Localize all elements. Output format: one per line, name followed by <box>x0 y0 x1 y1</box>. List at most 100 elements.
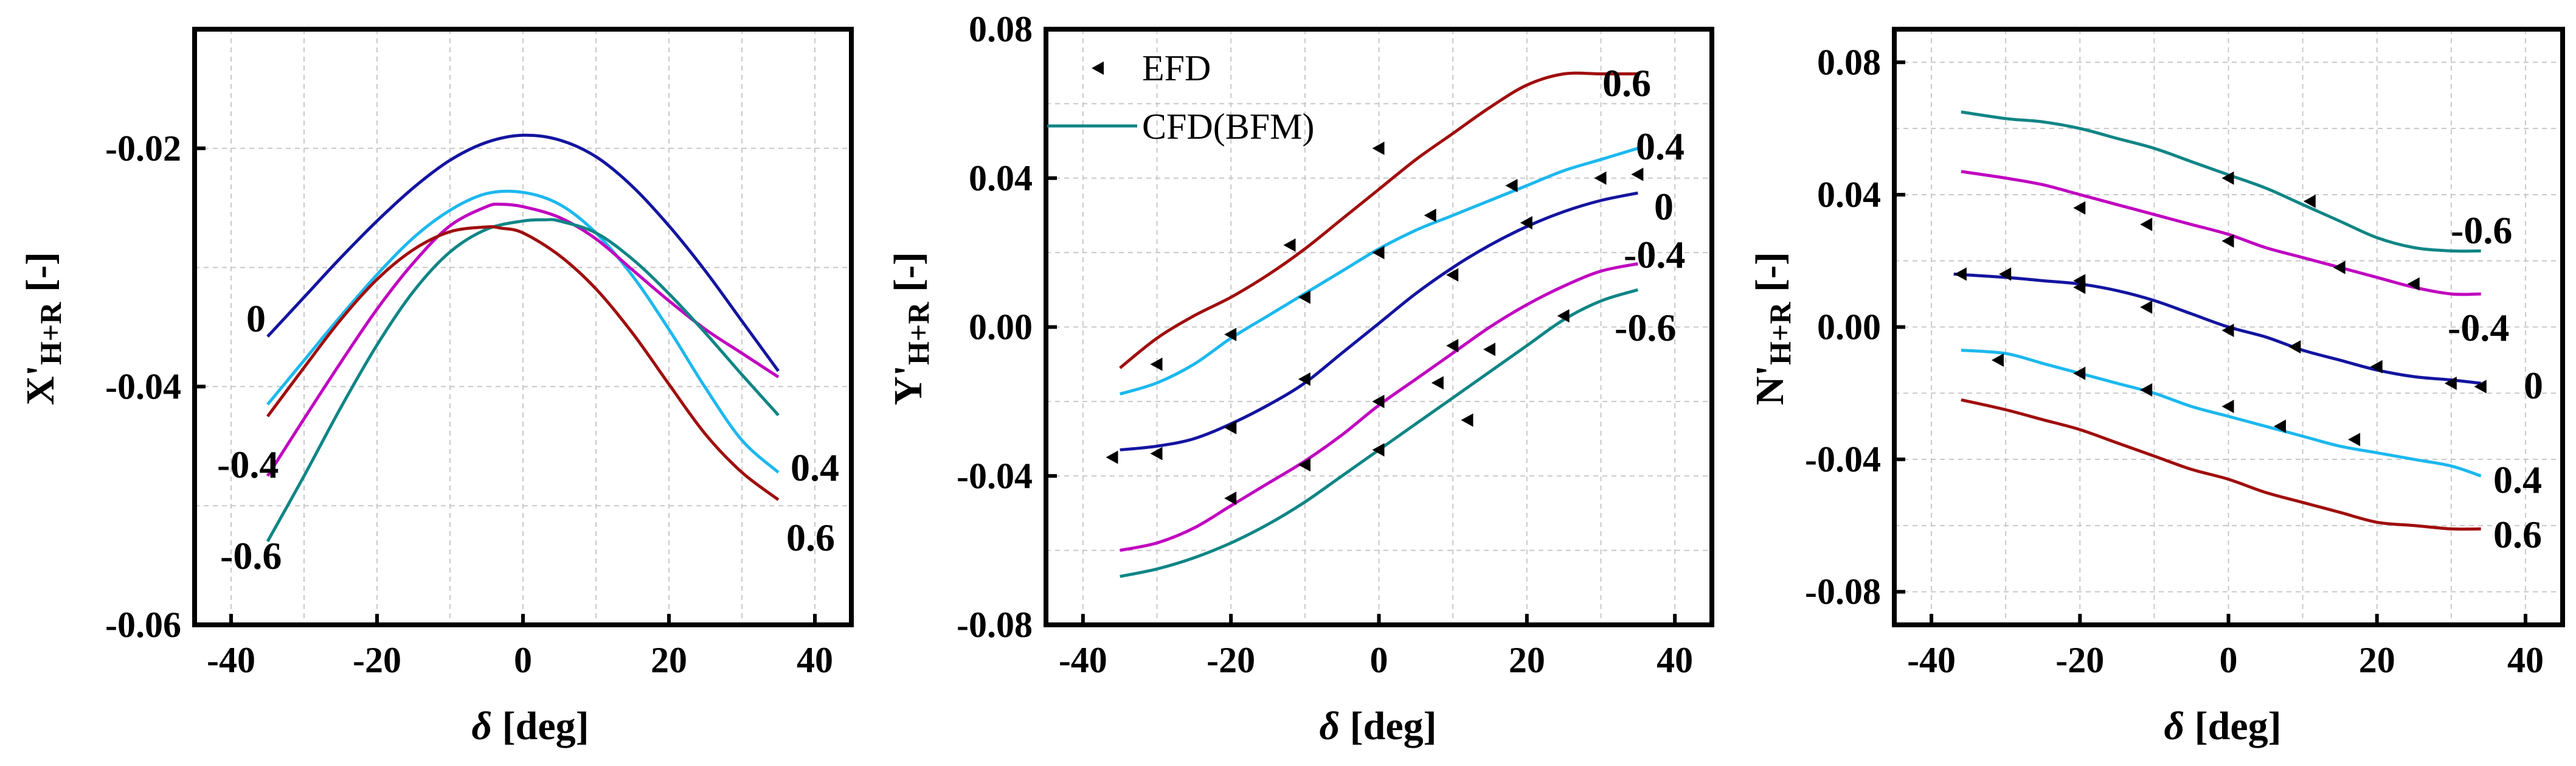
efd-point <box>1106 450 1118 464</box>
y-axis-label-sub: H+R <box>901 302 935 365</box>
y-axis-label-unit: [-] <box>886 252 930 302</box>
efd-point <box>1372 394 1385 408</box>
y-tick-label: 0.04 <box>969 158 1033 198</box>
efd-point <box>1283 238 1296 252</box>
x-tick-label: -20 <box>2055 640 2104 680</box>
curve-label-0.6: 0.6 <box>1602 61 1651 105</box>
x-tick-label: 40 <box>2507 640 2544 680</box>
efd-point <box>1372 141 1385 155</box>
curve-label-neg0.4: -0.4 <box>1624 233 1685 276</box>
panel-x-force: -40 -20 0 20 40 -0.06 -0.04 -0.02 X'H+R [-] δ [… <box>18 27 854 748</box>
series-line--0.6 <box>1961 110 2481 253</box>
x-tick-label: 40 <box>1657 640 1693 680</box>
panel-y-force: -40 -20 0 20 40 -0.08 -0.04 0.00 0.04 0.08 Y'H+R … <box>886 9 1714 748</box>
efd-point <box>1991 353 2004 367</box>
efd-point <box>1224 420 1237 434</box>
x-tick-label: -20 <box>353 640 401 680</box>
efd-point <box>1999 267 2012 281</box>
efd-point <box>2221 323 2234 337</box>
y-tick-label: -0.06 <box>105 605 181 645</box>
x-axis-unit: [deg] <box>2184 704 2281 748</box>
y-tick-label: 0.08 <box>969 9 1033 49</box>
legend: EFD CFD(BFM) <box>1047 48 1314 147</box>
y-axis-label: X'H+R [-] <box>18 252 68 405</box>
efd-point <box>2474 380 2487 394</box>
efd-point <box>1520 216 1532 230</box>
efd-point <box>2073 201 2086 215</box>
x-tick-label: 20 <box>651 640 687 680</box>
x-tick-label: -40 <box>1907 640 1956 680</box>
efd-point <box>2221 234 2234 248</box>
x-axis-label: δ [deg] <box>471 704 589 748</box>
series-line-0.6 <box>266 225 780 501</box>
x-axis-symbol: δ <box>1319 704 1340 748</box>
legend-efd-label: EFD <box>1142 48 1211 88</box>
x-axis-label: δ [deg] <box>2164 704 2281 748</box>
efd-point <box>1224 327 1237 341</box>
efd-point <box>1224 491 1237 505</box>
curve-label-0: 0 <box>1654 185 1674 228</box>
efd-point <box>2407 277 2420 291</box>
x-axis-label: δ [deg] <box>1319 704 1436 748</box>
x-axis-symbol: δ <box>2164 704 2184 748</box>
x-axis-unit: [deg] <box>1340 704 1436 748</box>
efd-point <box>1298 372 1311 386</box>
efd-point <box>1372 246 1385 260</box>
efd-point <box>1505 178 1518 192</box>
y-axis-label-sub: H+R <box>33 302 68 365</box>
y-tick-label: -0.04 <box>957 456 1033 496</box>
x-tick-label: 20 <box>1509 640 1545 680</box>
y-tick-label: -0.08 <box>1805 572 1881 612</box>
series-line-0.4 <box>266 189 780 474</box>
y-tick-label: -0.04 <box>105 366 181 406</box>
series-line-0.6 <box>1119 71 1638 369</box>
efd-point <box>1150 447 1163 461</box>
y-axis-label-sub: H+R <box>1763 302 1797 365</box>
efd-point <box>1298 290 1311 304</box>
series-line--0.4 <box>266 203 780 477</box>
efd-point <box>1446 268 1459 282</box>
curve-label-neg0.6: -0.6 <box>220 534 282 577</box>
y-tick-label: 0.00 <box>1817 307 1881 347</box>
curve-label-neg0.6: -0.6 <box>1615 306 1676 349</box>
efd-point <box>2444 376 2457 390</box>
efd-point <box>2140 383 2153 397</box>
panel-yaw-moment: -40 -20 0 20 40 -0.08 -0.04 0.00 0.04 0.08 N'H+R … <box>1748 27 2565 748</box>
x-tick-label: 40 <box>797 640 833 680</box>
x-tick-label: 20 <box>2359 640 2395 680</box>
efd-point <box>1372 443 1385 457</box>
x-tick-label: 0 <box>514 640 532 680</box>
curve-label-0.4: 0.4 <box>791 446 839 489</box>
efd-point <box>1298 458 1311 472</box>
curve-label-neg0.4: -0.4 <box>217 443 279 486</box>
curve-label-0.4: 0.4 <box>2493 458 2542 501</box>
efd-point <box>2140 217 2153 231</box>
curve-label-0: 0 <box>246 297 266 340</box>
curve-label-0.6: 0.6 <box>786 516 835 559</box>
x-tick-label: -40 <box>207 640 255 680</box>
y-tick-label: 0.00 <box>969 307 1033 347</box>
efd-point <box>1954 267 1967 281</box>
y-axis-label-main: X' <box>18 365 63 405</box>
x-tick-label: -20 <box>1207 640 1255 680</box>
series-line--0.6 <box>266 218 780 543</box>
series-line-0 <box>1953 273 2481 385</box>
legend-efd-marker <box>1092 61 1104 75</box>
legend-cfd-label: CFD(BFM) <box>1142 106 1314 147</box>
y-tick-label: -0.04 <box>1805 439 1881 479</box>
y-axis-label-main: Y' <box>886 365 930 405</box>
y-axis-label-unit: [-] <box>1748 252 1792 302</box>
efd-point <box>1483 343 1495 357</box>
curve-label-0.6: 0.6 <box>2493 513 2542 556</box>
x-tick-label: 0 <box>2220 640 2238 680</box>
efd-point <box>2073 366 2086 380</box>
y-tick-label: 0.04 <box>1817 175 1881 215</box>
y-axis-label-unit: [-] <box>18 252 63 302</box>
efd-point <box>1594 171 1607 185</box>
series-line--0.4 <box>1961 170 2481 296</box>
series-line-0.4 <box>1119 147 1639 395</box>
x-axis-unit: [deg] <box>492 704 589 748</box>
series-line-0.6 <box>1961 398 2481 531</box>
series-line-0 <box>266 133 780 372</box>
